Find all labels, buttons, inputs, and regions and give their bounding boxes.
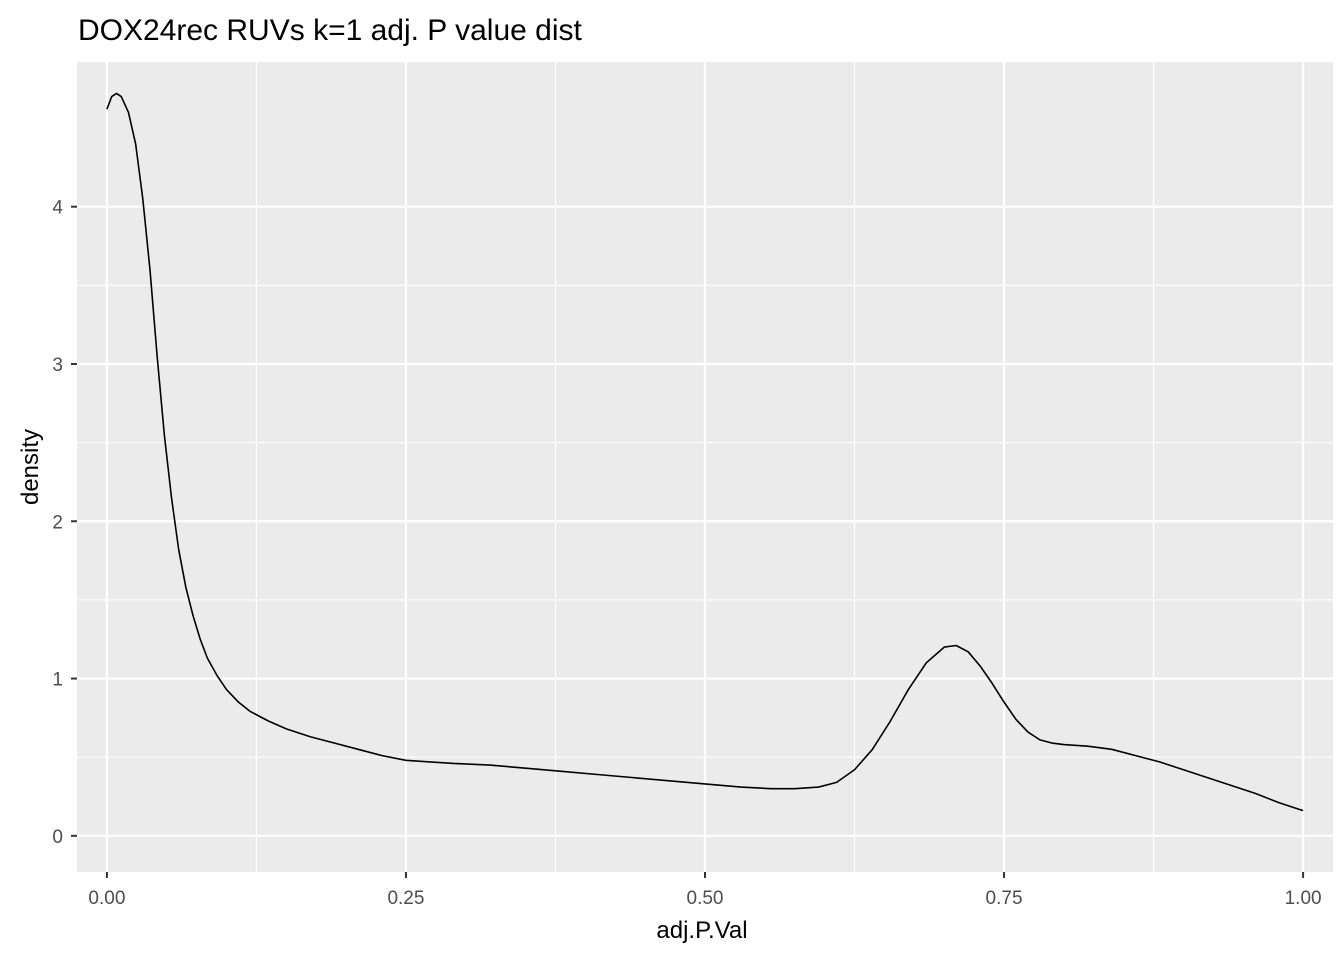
y-tick-label: 4 [52, 198, 63, 219]
series-layer [106, 92, 1304, 812]
y-axis-title: density [17, 429, 44, 505]
grid-major [77, 62, 1333, 872]
y-tick-label: 0 [52, 827, 63, 848]
x-tick-label: 0.00 [88, 888, 125, 909]
y-tick-labels: 0 1 2 3 4 [52, 198, 63, 848]
x-tick-label: 0.25 [387, 888, 424, 909]
x-tick-label: 1.00 [1285, 888, 1322, 909]
density-line [106, 92, 1304, 812]
x-tick-label: 0.75 [986, 888, 1023, 909]
x-tick-label: 0.50 [687, 888, 724, 909]
y-tick-label: 1 [52, 670, 63, 691]
x-axis-title: adj.P.Val [656, 917, 747, 944]
y-tick-label: 2 [52, 512, 63, 533]
axis-ticks [71, 205, 1305, 878]
y-tick-label: 3 [52, 355, 63, 376]
x-tick-labels: 0.00 0.25 0.50 0.75 1.00 [88, 888, 1321, 909]
chart-title: DOX24rec RUVs k=1 adj. P value dist [78, 14, 583, 47]
